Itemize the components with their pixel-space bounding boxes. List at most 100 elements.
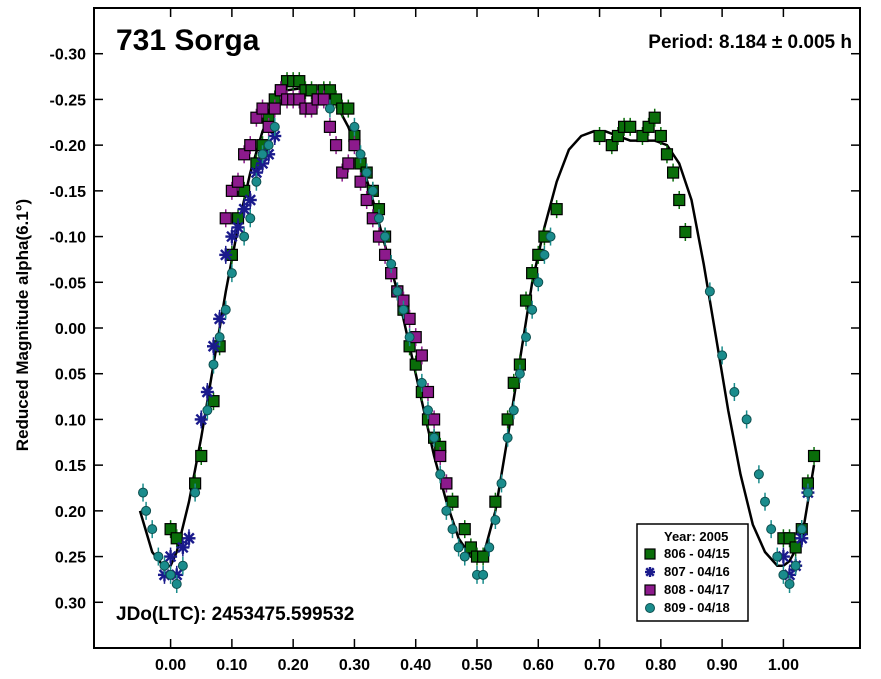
y-tick-label: 0.30 — [55, 595, 86, 612]
data-point — [329, 93, 343, 106]
data-point — [784, 579, 795, 589]
data-point — [508, 405, 519, 416]
data-point — [195, 449, 208, 463]
data-point — [507, 376, 520, 389]
data-point — [446, 495, 459, 508]
data-point — [208, 359, 219, 370]
data-point — [502, 432, 513, 443]
data-point — [796, 524, 807, 535]
x-tick-label: 0.50 — [461, 657, 492, 674]
data-point — [729, 387, 740, 397]
data-point — [220, 304, 231, 315]
data-point — [153, 551, 164, 562]
data-point — [342, 102, 355, 115]
data-point — [274, 84, 288, 97]
data-point — [464, 541, 477, 554]
data-point — [237, 202, 251, 216]
period-label: Period: 8.184 ± 0.005 h — [648, 32, 852, 53]
data-point — [753, 469, 764, 480]
data-point — [802, 487, 813, 498]
y-tick-label: -0.30 — [50, 47, 87, 64]
legend-item: 806 - 04/15 — [644, 546, 730, 561]
data-point — [654, 129, 667, 143]
data-point — [324, 103, 335, 114]
data-point — [336, 166, 349, 179]
data-point — [269, 121, 280, 132]
data-point — [256, 102, 269, 115]
data-point — [790, 560, 801, 571]
data-point — [147, 524, 158, 535]
y-tick-label: -0.20 — [50, 138, 87, 155]
data-point — [435, 469, 446, 480]
legend: Year: 2005 806 - 04/15 807 - 04/16 808 - 0… — [636, 523, 749, 622]
data-point — [238, 148, 251, 161]
data-point — [305, 102, 318, 115]
data-point — [519, 294, 533, 307]
data-point — [636, 129, 649, 143]
data-point — [360, 193, 373, 207]
data-point — [660, 148, 674, 161]
legend-marker — [645, 567, 655, 577]
data-point — [441, 505, 452, 516]
data-point — [250, 111, 263, 124]
series-4 — [138, 99, 813, 593]
data-point — [138, 487, 149, 498]
data-point — [159, 560, 170, 571]
data-point — [501, 413, 514, 426]
y-axis-label: Reduced Magnitude alpha(6.1°) — [13, 199, 32, 451]
legend-item: 809 - 04/18 — [645, 600, 730, 615]
data-point — [164, 550, 178, 564]
data-point — [225, 230, 239, 244]
data-point — [666, 166, 680, 179]
data-point — [263, 140, 274, 151]
data-points-layer — [138, 72, 821, 593]
data-point — [807, 449, 821, 463]
data-point — [219, 248, 233, 262]
data-point — [415, 349, 428, 362]
data-point — [355, 149, 366, 160]
data-point — [648, 111, 661, 124]
data-point — [214, 332, 225, 343]
data-point — [429, 432, 440, 443]
data-point — [190, 487, 201, 498]
data-point — [477, 550, 490, 563]
data-point — [717, 350, 728, 361]
data-point — [323, 84, 337, 97]
data-point — [545, 231, 556, 242]
data-point — [213, 312, 227, 326]
x-tick-label: 0.20 — [278, 657, 309, 674]
data-point — [238, 184, 251, 197]
data-point — [244, 139, 257, 152]
legend-item: 807 - 04/16 — [645, 564, 730, 579]
data-point — [354, 175, 367, 188]
data-point — [434, 449, 447, 463]
legend-marker — [644, 584, 656, 596]
data-point — [550, 203, 563, 216]
data-point — [760, 496, 771, 507]
data-point — [392, 286, 403, 297]
y-tick-label: -0.25 — [50, 92, 87, 109]
data-point — [789, 541, 802, 554]
data-point — [194, 412, 208, 426]
data-point — [624, 120, 637, 133]
legend-marker — [644, 548, 656, 560]
legend-marker — [645, 603, 655, 613]
legend-box — [636, 523, 749, 622]
data-point — [231, 220, 245, 234]
data-point — [459, 551, 470, 562]
x-tick-label: 0.90 — [707, 657, 738, 674]
data-point — [484, 542, 495, 553]
x-tick-label: 1.00 — [768, 657, 799, 674]
x-tick-label: 0.30 — [339, 657, 370, 674]
data-point — [176, 540, 190, 554]
y-tick-label: -0.15 — [50, 184, 87, 201]
x-tick-label: 0.10 — [216, 657, 247, 674]
legend-item: 808 - 04/17 — [644, 582, 730, 597]
data-point — [239, 231, 250, 242]
data-point — [386, 259, 397, 269]
epoch-label: JDo(LTC): 2453475.599532 — [116, 604, 354, 625]
data-point — [416, 377, 427, 388]
data-point — [521, 332, 532, 343]
y-tick-label: 0.25 — [55, 550, 86, 567]
